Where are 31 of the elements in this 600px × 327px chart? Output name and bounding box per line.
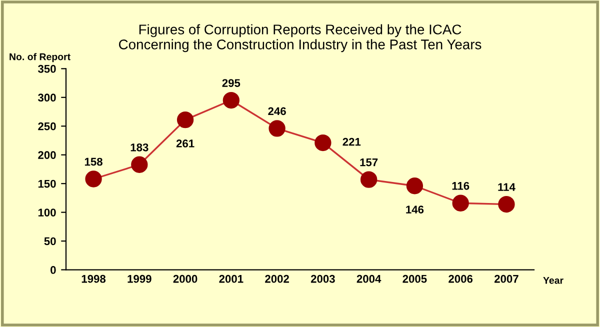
x-tick-label: 2005 [402,274,427,283]
x-tick-label: 2006 [448,274,473,283]
x-tick-label: 1998 [82,274,106,283]
x-tick-label: 1999 [128,274,152,283]
x-tick-label: 2001 [219,274,244,283]
data-label: 246 [268,107,286,116]
data-label: 183 [130,143,148,152]
y-tick-label: 200 [38,151,56,159]
y-tick-label: 300 [38,94,56,102]
y-axis-title: No. of Report [10,53,70,62]
data-label: 295 [222,79,240,87]
y-tick-label: 350 [38,64,56,73]
data-label: 221 [342,138,361,146]
x-axis-title: Year [543,277,564,284]
y-tick-label: 150 [38,180,56,188]
data-label: 114 [498,183,516,191]
data-label: 146 [406,206,424,214]
x-tick-label: 2000 [173,274,198,283]
data-label: 157 [360,158,378,166]
y-tick-label: 0 [50,266,56,274]
y-tick-label: 100 [38,208,56,216]
chart-title: Figures of Corruption Reports Received by the ICAC Concerning the Construction Industry in the Past Ten Years [119,24,482,52]
data-label: 158 [84,158,102,166]
data-label: 261 [176,140,194,148]
y-tick-label: 250 [38,122,56,130]
x-tick-label: 2007 [494,274,518,283]
y-tick-label: 50 [44,237,56,246]
x-tick-label: 2003 [310,274,335,283]
x-tick-label: 2004 [356,274,382,283]
data-label: 116 [452,182,470,190]
x-tick-label: 2002 [265,274,289,283]
